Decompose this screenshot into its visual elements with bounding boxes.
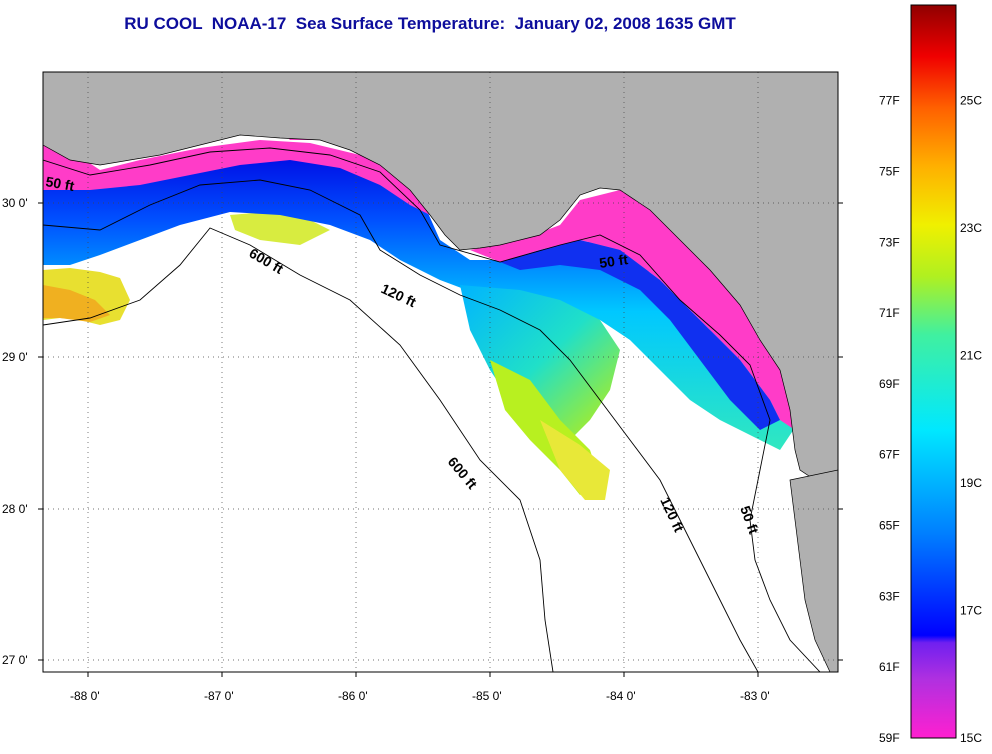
lon-label-86: -86 0' — [338, 689, 368, 703]
colorbar-c-label: 17C — [960, 604, 982, 618]
colorbar-f-label: 61F — [879, 660, 900, 674]
colorbar-f-label: 63F — [879, 589, 900, 603]
colorbar-f-label: 69F — [879, 377, 900, 391]
lat-label-28: 28 0' — [2, 502, 28, 516]
sst-shelf-east — [460, 285, 620, 440]
sst-cold-nearshore-east — [470, 190, 800, 430]
lat-label-27: 27 0' — [2, 653, 28, 667]
isobath-50ft — [43, 147, 821, 672]
plot-frame — [42, 71, 839, 673]
sst-cold-nearshore-west — [43, 140, 430, 215]
colorbar-f-label: 73F — [879, 235, 900, 249]
colorbar-c-label: 23C — [960, 221, 982, 235]
lon-label-84: -84 0' — [606, 689, 636, 703]
land-north — [43, 72, 838, 481]
colorbar-gradient — [910, 4, 957, 739]
colorbar-f-label: 75F — [879, 164, 900, 178]
colorbar-f-label: 67F — [879, 448, 900, 462]
lon-label-88: -88 0' — [70, 689, 100, 703]
colorbar-c-label: 21C — [960, 349, 982, 363]
land-peninsula — [789, 469, 838, 672]
lon-label-83: -83 0' — [740, 689, 770, 703]
sst-blue-nearshore-east — [500, 240, 780, 430]
axis-ticks — [38, 202, 843, 677]
colorbar-c-label: 19C — [960, 476, 982, 490]
colorbar-f-label: 59F — [879, 731, 900, 745]
contour-label-50ft-west: 50 ft — [44, 173, 75, 194]
colorbar-c-label: 15C — [960, 731, 982, 745]
lat-label-30: 30 0' — [2, 196, 28, 210]
colorbar-f-label: 77F — [879, 94, 900, 108]
isobath-600ft — [43, 227, 554, 672]
colorbar-f-label: 71F — [879, 306, 900, 320]
sst-yellow-east — [540, 420, 610, 500]
lon-label-85: -85 0' — [472, 689, 502, 703]
colorbar-f-labels: 77F 75F 73F 71F 69F 67F 65F 63F 61F 59F — [879, 94, 900, 745]
isobath-120ft — [43, 179, 759, 672]
lon-label-87: -87 0' — [204, 689, 234, 703]
map-title: RU COOL NOAA-17 Sea Surface Temperature:… — [124, 14, 736, 33]
colorbar-c-label: 25C — [960, 94, 982, 108]
colorbar-f-label: 65F — [879, 519, 900, 533]
colorbar-c-labels: 25C 23C 21C 19C 17C 15C — [960, 94, 982, 745]
lat-label-29: 29 0' — [2, 350, 28, 364]
graticule — [43, 72, 838, 672]
sst-warm-west-orange — [43, 285, 110, 322]
contour-label-50ft-east: 50 ft — [598, 251, 629, 271]
